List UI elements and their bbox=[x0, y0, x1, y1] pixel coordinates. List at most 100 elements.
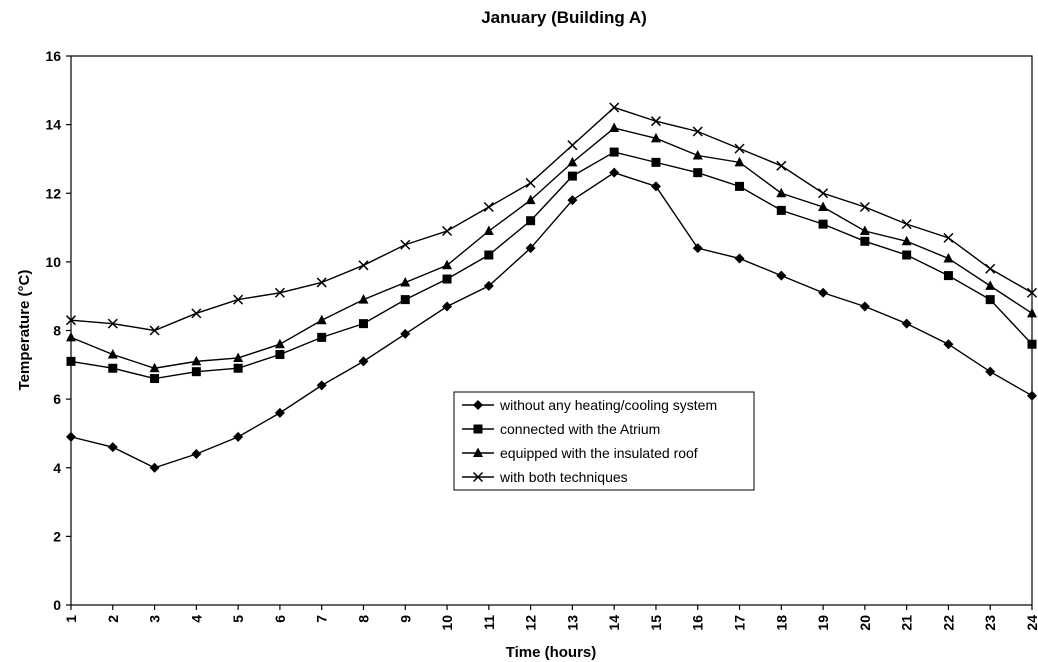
y-tick-label: 12 bbox=[45, 185, 61, 201]
legend-marker bbox=[472, 471, 484, 483]
data-point bbox=[859, 301, 870, 312]
data-point bbox=[274, 407, 285, 418]
data-point bbox=[1026, 287, 1038, 298]
data-point bbox=[107, 318, 118, 329]
y-tick-label: 6 bbox=[53, 391, 61, 407]
series-1 bbox=[66, 167, 1037, 473]
data-point bbox=[650, 181, 661, 192]
data-point bbox=[776, 160, 787, 171]
data-point bbox=[526, 216, 536, 226]
data-point bbox=[609, 122, 620, 133]
data-point bbox=[902, 250, 912, 260]
data-point bbox=[442, 301, 453, 312]
data-point bbox=[734, 156, 745, 167]
legend-item: without any heating/cooling system bbox=[462, 397, 717, 413]
legend-item: equipped with the insulated roof bbox=[462, 445, 698, 461]
data-point bbox=[107, 349, 118, 359]
data-point bbox=[985, 263, 996, 274]
data-point bbox=[191, 449, 202, 460]
legend-box bbox=[453, 391, 755, 491]
y-tick-label: 8 bbox=[53, 323, 61, 339]
series-4 bbox=[65, 102, 1038, 336]
y-tick-label: 4 bbox=[53, 460, 61, 476]
legend-label: with both techniques bbox=[499, 469, 628, 485]
data-point bbox=[692, 243, 703, 254]
data-point bbox=[442, 259, 453, 270]
data-point bbox=[1027, 307, 1037, 318]
data-point bbox=[859, 225, 870, 235]
data-point bbox=[358, 356, 369, 367]
data-point bbox=[66, 331, 76, 342]
data-point bbox=[66, 356, 76, 366]
data-point bbox=[149, 462, 160, 473]
data-point bbox=[859, 201, 870, 213]
data-point bbox=[233, 431, 244, 442]
chart-title: January (Building A) bbox=[481, 8, 647, 27]
data-point bbox=[149, 325, 160, 336]
data-point bbox=[107, 442, 118, 453]
data-point bbox=[609, 167, 620, 178]
y-axis: 0 2 4 6 8 10 12 14 16 bbox=[45, 48, 71, 613]
data-point bbox=[650, 116, 661, 127]
x-tick-label: 17 bbox=[732, 615, 748, 631]
legend-label: equipped with the insulated roof bbox=[500, 445, 698, 461]
x-tick-label: 11 bbox=[481, 615, 497, 630]
x-axis: 1 2 3 4 5 6 7 8 9 10 11 12 13 14 15 16 17 18 19 20 21 22 23 24 bbox=[63, 605, 1038, 631]
data-point bbox=[692, 150, 703, 160]
data-point bbox=[191, 367, 201, 377]
data-point bbox=[108, 363, 118, 373]
data-point bbox=[525, 177, 536, 188]
data-point bbox=[1027, 339, 1037, 349]
data-point bbox=[901, 235, 912, 246]
data-point bbox=[735, 181, 745, 191]
series-line bbox=[70, 151, 1033, 380]
data-point bbox=[525, 194, 536, 205]
legend: without any heating/cooling system connec… bbox=[453, 391, 755, 491]
x-tick-label: 7 bbox=[314, 615, 330, 623]
data-point bbox=[860, 236, 870, 246]
legend-label: without any heating/cooling system bbox=[499, 397, 717, 413]
x-tick-label: 1 bbox=[63, 615, 79, 623]
data-point bbox=[985, 295, 995, 305]
data-point bbox=[985, 366, 996, 377]
data-point bbox=[483, 201, 494, 213]
data-point bbox=[400, 239, 411, 250]
legend-label: connected with the Atrium bbox=[500, 421, 660, 437]
data-point bbox=[191, 308, 202, 319]
x-tick-label: 2 bbox=[105, 615, 121, 623]
data-point bbox=[316, 314, 327, 325]
data-point bbox=[66, 431, 76, 442]
data-point bbox=[567, 195, 578, 206]
y-tick-label: 14 bbox=[45, 117, 61, 133]
data-point bbox=[776, 270, 787, 281]
x-tick-label: 19 bbox=[815, 615, 831, 631]
legend-marker bbox=[473, 424, 483, 434]
data-point bbox=[316, 277, 327, 288]
data-point bbox=[400, 276, 411, 287]
data-point bbox=[484, 250, 494, 260]
data-point bbox=[275, 350, 285, 360]
series-layer bbox=[65, 102, 1038, 473]
data-point bbox=[150, 374, 160, 384]
legend-marker bbox=[473, 447, 483, 457]
data-point bbox=[483, 225, 494, 235]
x-tick-label: 20 bbox=[857, 615, 873, 631]
data-point bbox=[901, 219, 912, 230]
data-point bbox=[650, 132, 661, 143]
x-tick-label: 4 bbox=[188, 615, 204, 623]
data-point bbox=[693, 168, 703, 178]
data-point bbox=[692, 126, 703, 137]
data-point bbox=[901, 318, 912, 329]
data-point bbox=[943, 232, 954, 243]
series-3 bbox=[66, 122, 1037, 373]
x-tick-label: 5 bbox=[230, 615, 246, 623]
data-point bbox=[734, 253, 745, 264]
data-point bbox=[818, 201, 829, 211]
series-line bbox=[70, 106, 1033, 332]
x-tick-label: 6 bbox=[272, 615, 288, 623]
x-tick-label: 22 bbox=[940, 615, 956, 631]
x-tick-label: 10 bbox=[439, 615, 455, 631]
data-point bbox=[567, 140, 578, 151]
data-point bbox=[358, 294, 369, 304]
data-point bbox=[191, 355, 202, 366]
